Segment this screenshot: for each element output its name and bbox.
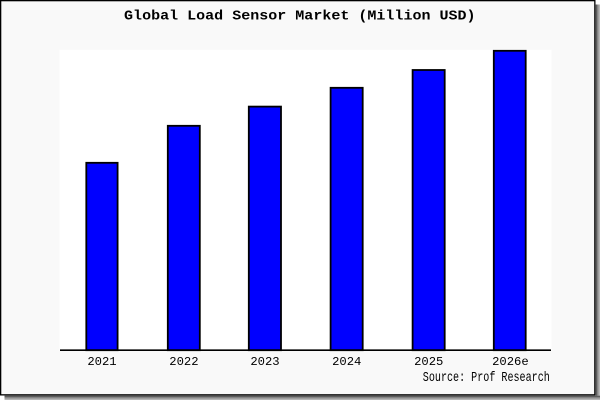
svg-text:2024: 2024 [332, 355, 361, 369]
svg-text:2026e: 2026e [492, 355, 529, 369]
svg-text:2023: 2023 [250, 355, 279, 369]
svg-text:2022: 2022 [169, 355, 198, 369]
svg-text:Global Load Sensor Market (Mil: Global Load Sensor Market (Million USD) [124, 8, 476, 24]
svg-text:2025: 2025 [414, 355, 443, 369]
svg-text:2021: 2021 [87, 355, 116, 369]
svg-text:Source: Prof Research: Source: Prof Research [423, 370, 550, 386]
